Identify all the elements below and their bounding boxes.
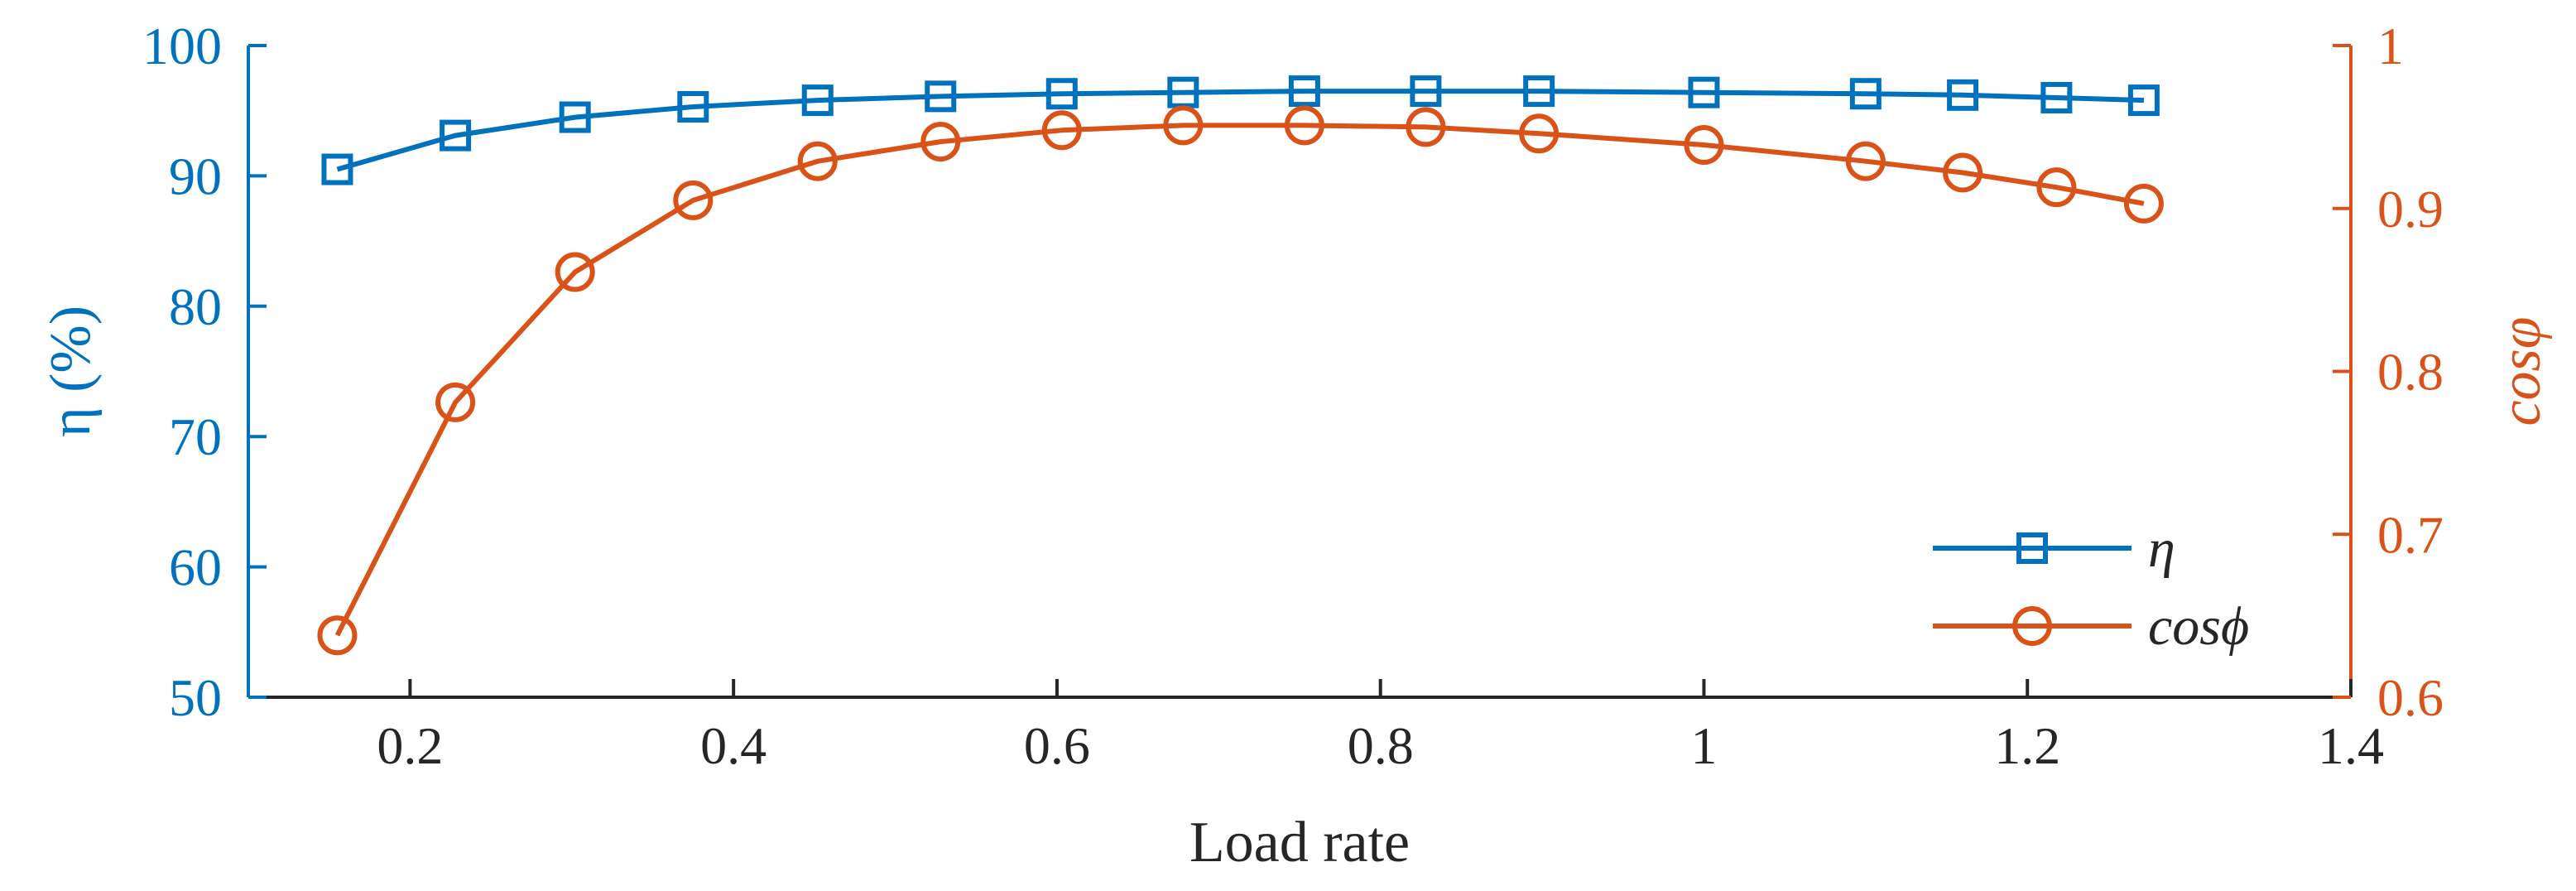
x-tick-label-1: 0.4 [700,716,767,775]
plot-axes: 0.2 0.4 0.6 0.8 1 1.2 1.4 50 60 70 80 90 100 0.6 0.7 0.… [39,17,2553,874]
x-tick-label-0: 0.2 [377,716,443,775]
legend: η cosϕ [1933,518,2249,657]
cos-point-6 [1041,110,1082,151]
eta-point-11 [1688,76,1720,108]
cos-point-1 [435,382,476,422]
plot-marks [317,75,2164,656]
x-tick-label-3: 0.8 [1348,716,1414,775]
eta-point-5 [925,80,957,113]
y-left-tick-label-4: 90 [169,147,222,205]
eta-point-10 [1523,75,1555,108]
cos-point-7 [1163,105,1204,146]
x-tick-label-4: 1 [1690,716,1717,775]
cos-point-13 [1943,152,1983,193]
legend-eta-label: η [2148,518,2175,579]
x-axis-title: Load rate [1189,811,1410,874]
cos-point-15 [2123,183,2164,224]
y-left-tick-label-2: 70 [169,407,222,466]
y-left-tick-label-0: 50 [169,668,222,727]
cos-point-0 [317,615,358,656]
y-right-tick-label-3: 0.9 [2377,180,2444,238]
cos-point-8 [1284,105,1324,146]
cos-point-14 [2036,167,2077,208]
y-right-tick-label-0: 0.6 [2377,668,2444,727]
cos-point-12 [1845,141,1886,181]
eta-point-9 [1410,75,1442,108]
eta-point-1 [440,119,472,152]
x-tick-label-2: 0.6 [1024,716,1090,775]
eta-point-3 [677,90,709,123]
x-tick-label-6: 1.4 [2318,716,2384,775]
y-right-axis-title: cosφ [2489,316,2553,426]
y-left-tick-label-5: 100 [142,17,222,75]
eta-point-0 [321,153,353,185]
eta-point-4 [801,84,834,117]
series-line-eta [336,89,2144,172]
eta-point-2 [559,101,591,133]
y-right-tick-label-2: 0.8 [2377,343,2444,402]
eta-point-6 [1045,78,1078,110]
y-left-tick-label-3: 80 [169,277,222,336]
y-left-tick-label-1: 60 [169,538,222,597]
cos-point-11 [1684,125,1724,166]
legend-eta-marker [2016,532,2048,564]
eta-point-15 [2127,84,2160,117]
eta-point-8 [1288,75,1320,108]
series-line-cos [334,123,2145,637]
cos-point-10 [1519,113,1560,154]
eta-point-12 [1849,78,1882,110]
y-right-tick-label-4: 1 [2377,17,2404,75]
cos-point-4 [797,141,838,181]
legend-cos-label: cosϕ [2148,596,2249,657]
eta-point-13 [1947,79,1979,111]
cos-point-9 [1406,107,1446,147]
cos-point-2 [555,252,595,292]
cos-point-3 [673,180,714,220]
legend-cos-marker [2012,606,2052,646]
eta-point-14 [2040,81,2073,113]
y-right-tick-label-1: 0.7 [2377,505,2444,564]
y-left-axis-title: η (%) [39,306,103,437]
cos-point-5 [920,122,961,162]
x-tick-label-5: 1.2 [1994,716,2060,775]
